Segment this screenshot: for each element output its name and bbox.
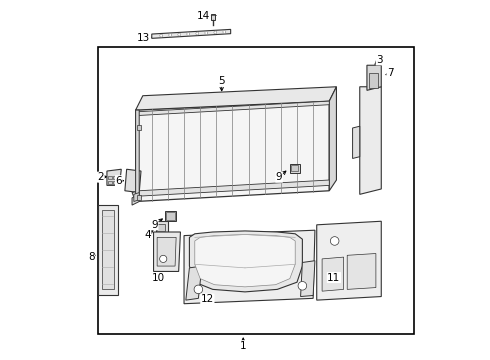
Circle shape	[196, 32, 199, 35]
Bar	[108, 181, 112, 184]
Circle shape	[205, 32, 208, 35]
Circle shape	[298, 282, 307, 290]
Polygon shape	[132, 110, 139, 205]
Text: 10: 10	[151, 273, 165, 283]
Bar	[113, 181, 118, 184]
Text: 14: 14	[197, 11, 210, 21]
Polygon shape	[184, 230, 315, 304]
Bar	[98, 47, 414, 334]
Polygon shape	[353, 126, 360, 158]
Circle shape	[169, 34, 171, 36]
Polygon shape	[186, 266, 202, 300]
Text: 11: 11	[327, 273, 341, 283]
Bar	[113, 176, 118, 179]
Bar	[166, 211, 176, 221]
Bar	[157, 225, 166, 231]
Bar	[108, 176, 112, 179]
Circle shape	[223, 31, 226, 33]
Polygon shape	[132, 191, 141, 202]
Text: 8: 8	[88, 252, 95, 262]
Text: 12: 12	[201, 294, 214, 304]
Text: 3: 3	[376, 55, 383, 65]
Bar	[368, 73, 378, 88]
Polygon shape	[136, 101, 329, 202]
Circle shape	[160, 34, 163, 37]
Polygon shape	[317, 221, 381, 300]
Text: 1: 1	[240, 341, 246, 351]
Text: 9: 9	[151, 220, 158, 230]
Polygon shape	[134, 193, 139, 202]
Bar	[290, 164, 300, 173]
Bar	[137, 126, 141, 130]
Polygon shape	[98, 205, 118, 295]
Circle shape	[178, 33, 181, 36]
Polygon shape	[300, 261, 315, 297]
Polygon shape	[139, 180, 329, 196]
Polygon shape	[156, 221, 168, 232]
Polygon shape	[136, 101, 329, 116]
Bar	[291, 165, 298, 171]
Text: 9: 9	[276, 172, 282, 182]
Polygon shape	[367, 65, 381, 90]
Text: 2: 2	[98, 172, 104, 182]
Text: 4: 4	[144, 230, 151, 239]
Polygon shape	[322, 257, 343, 291]
Polygon shape	[329, 87, 337, 191]
Circle shape	[160, 255, 167, 262]
Circle shape	[187, 33, 190, 36]
Polygon shape	[101, 211, 114, 289]
Polygon shape	[190, 231, 302, 292]
Polygon shape	[152, 30, 231, 39]
Text: 5: 5	[219, 76, 225, 86]
Polygon shape	[195, 234, 295, 287]
Text: 13: 13	[137, 33, 150, 43]
Text: 6: 6	[116, 176, 122, 186]
Polygon shape	[107, 169, 122, 185]
Bar	[137, 195, 141, 200]
Polygon shape	[347, 253, 376, 289]
Circle shape	[214, 31, 217, 34]
Polygon shape	[153, 232, 180, 271]
Polygon shape	[125, 169, 141, 193]
Polygon shape	[136, 87, 337, 110]
Polygon shape	[360, 87, 381, 194]
Circle shape	[194, 285, 203, 294]
Polygon shape	[157, 237, 176, 266]
Circle shape	[330, 237, 339, 245]
Bar	[211, 14, 215, 20]
Bar	[167, 212, 175, 220]
Text: 7: 7	[387, 68, 393, 78]
